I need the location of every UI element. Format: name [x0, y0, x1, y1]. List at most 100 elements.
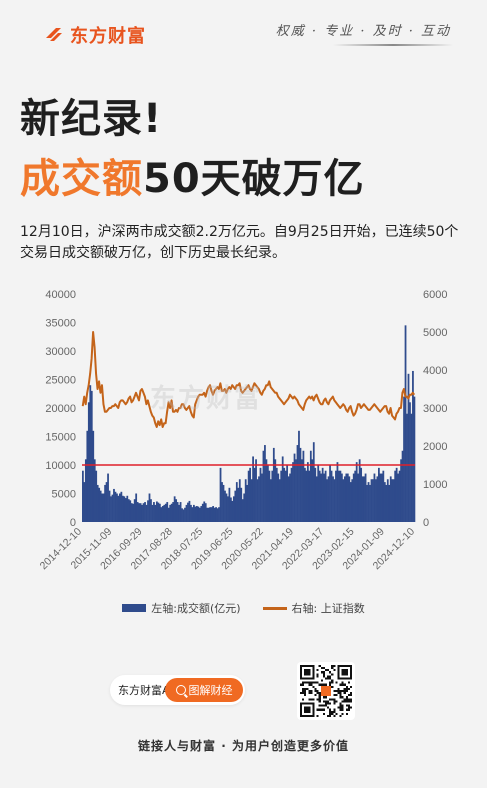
- qr-module: [349, 694, 352, 697]
- qr-module: [312, 681, 315, 684]
- qr-module: [335, 700, 338, 703]
- qr-module: [329, 685, 332, 688]
- volume-bar: [369, 484, 371, 522]
- volume-bar: [123, 496, 126, 522]
- left-axis-tick-label: 15000: [45, 432, 76, 444]
- qr-module: [324, 700, 328, 703]
- volume-bar: [193, 504, 195, 522]
- qr-module: [343, 677, 346, 680]
- volume-bar: [283, 467, 286, 522]
- volume-bar: [338, 470, 340, 522]
- volume-bar: [315, 476, 318, 522]
- qr-module: [322, 685, 325, 688]
- qr-module: [347, 698, 350, 701]
- volume-bar: [215, 507, 217, 522]
- volume-bar: [83, 482, 86, 522]
- qr-module: [318, 683, 321, 686]
- qr-module: [349, 677, 352, 680]
- volume-bar: [354, 470, 357, 522]
- qr-module: [318, 708, 321, 711]
- qr-module: [347, 687, 350, 690]
- qr-module: [345, 685, 348, 688]
- qr-module: [329, 714, 332, 717]
- volume-bar: [161, 506, 164, 522]
- qr-module: [316, 714, 319, 717]
- volume-bar: [290, 467, 293, 522]
- volume-bar: [225, 493, 228, 522]
- volume-bar: [224, 490, 226, 522]
- volume-bar: [252, 456, 254, 522]
- volume-bar: [301, 459, 303, 522]
- qr-module: [339, 683, 342, 686]
- volume-bar: [247, 470, 250, 522]
- qr-module: [316, 692, 319, 695]
- qr-module: [310, 692, 313, 695]
- qr-module: [329, 710, 332, 713]
- qr-module: [345, 708, 348, 711]
- qr-module: [345, 689, 348, 693]
- qr-module: [306, 673, 309, 676]
- volume-bar: [367, 482, 370, 522]
- qr-module: [343, 698, 346, 701]
- qr-module: [312, 698, 315, 701]
- volume-bar: [102, 493, 105, 522]
- volume-bar: [156, 501, 158, 522]
- infographic-button[interactable]: 图解财经: [165, 678, 243, 702]
- qr-module: [327, 706, 330, 709]
- qr-module: [308, 708, 311, 711]
- volume-bar: [212, 506, 215, 522]
- volume-bar: [160, 507, 163, 522]
- volume-bar: [129, 500, 132, 522]
- qr-module: [314, 681, 317, 684]
- volume-bar: [293, 453, 296, 522]
- qr-code[interactable]: [297, 662, 355, 720]
- qr-module: [300, 704, 303, 707]
- qr-module: [339, 692, 342, 695]
- qr-module: [349, 673, 352, 676]
- volume-bar: [295, 459, 297, 522]
- volume-bar: [163, 504, 166, 522]
- qr-module: [324, 683, 328, 686]
- volume-bar: [190, 504, 192, 522]
- legend-item-volume: 左轴:成交额(亿元): [122, 600, 241, 616]
- qr-module: [349, 665, 352, 668]
- volume-bar: [403, 396, 405, 522]
- qr-module: [335, 694, 338, 697]
- volume-bar: [302, 450, 305, 522]
- volume-bar: [401, 450, 404, 522]
- volume-bar: [311, 459, 314, 522]
- qr-module: [337, 671, 340, 674]
- qr-module: [318, 696, 321, 699]
- qr-module: [300, 702, 303, 705]
- volume-bar: [111, 494, 114, 522]
- volume-bar: [342, 479, 345, 522]
- qr-module: [300, 671, 303, 674]
- qr-module: [320, 692, 323, 695]
- volume-bar: [172, 502, 175, 522]
- brand-logo: 东方财富: [44, 22, 146, 48]
- watermark: 东方财富: [150, 384, 263, 414]
- qr-module: [320, 667, 323, 670]
- qr-module: [333, 710, 336, 713]
- qr-module: [304, 694, 307, 697]
- qr-module: [341, 700, 344, 703]
- qr-module: [333, 698, 336, 701]
- qr-module: [304, 689, 307, 693]
- volume-bar: [287, 476, 290, 522]
- volume-bar: [147, 500, 149, 522]
- volume-bar: [343, 476, 346, 522]
- right-axis-tick-label: 3000: [423, 403, 447, 415]
- qr-code-icon: [300, 665, 352, 717]
- qr-module: [347, 681, 350, 684]
- qr-module: [329, 677, 332, 680]
- qr-module: [327, 702, 330, 705]
- volume-bar: [413, 396, 416, 522]
- qr-module: [322, 671, 325, 674]
- app-promo[interactable]: 东方财富APP 图解财经: [110, 675, 245, 705]
- volume-bar: [230, 497, 232, 522]
- qr-module: [300, 712, 303, 715]
- volume-bar: [110, 496, 112, 522]
- qr-module: [316, 689, 319, 693]
- volume-bar: [228, 487, 231, 522]
- volume-bar: [308, 470, 311, 522]
